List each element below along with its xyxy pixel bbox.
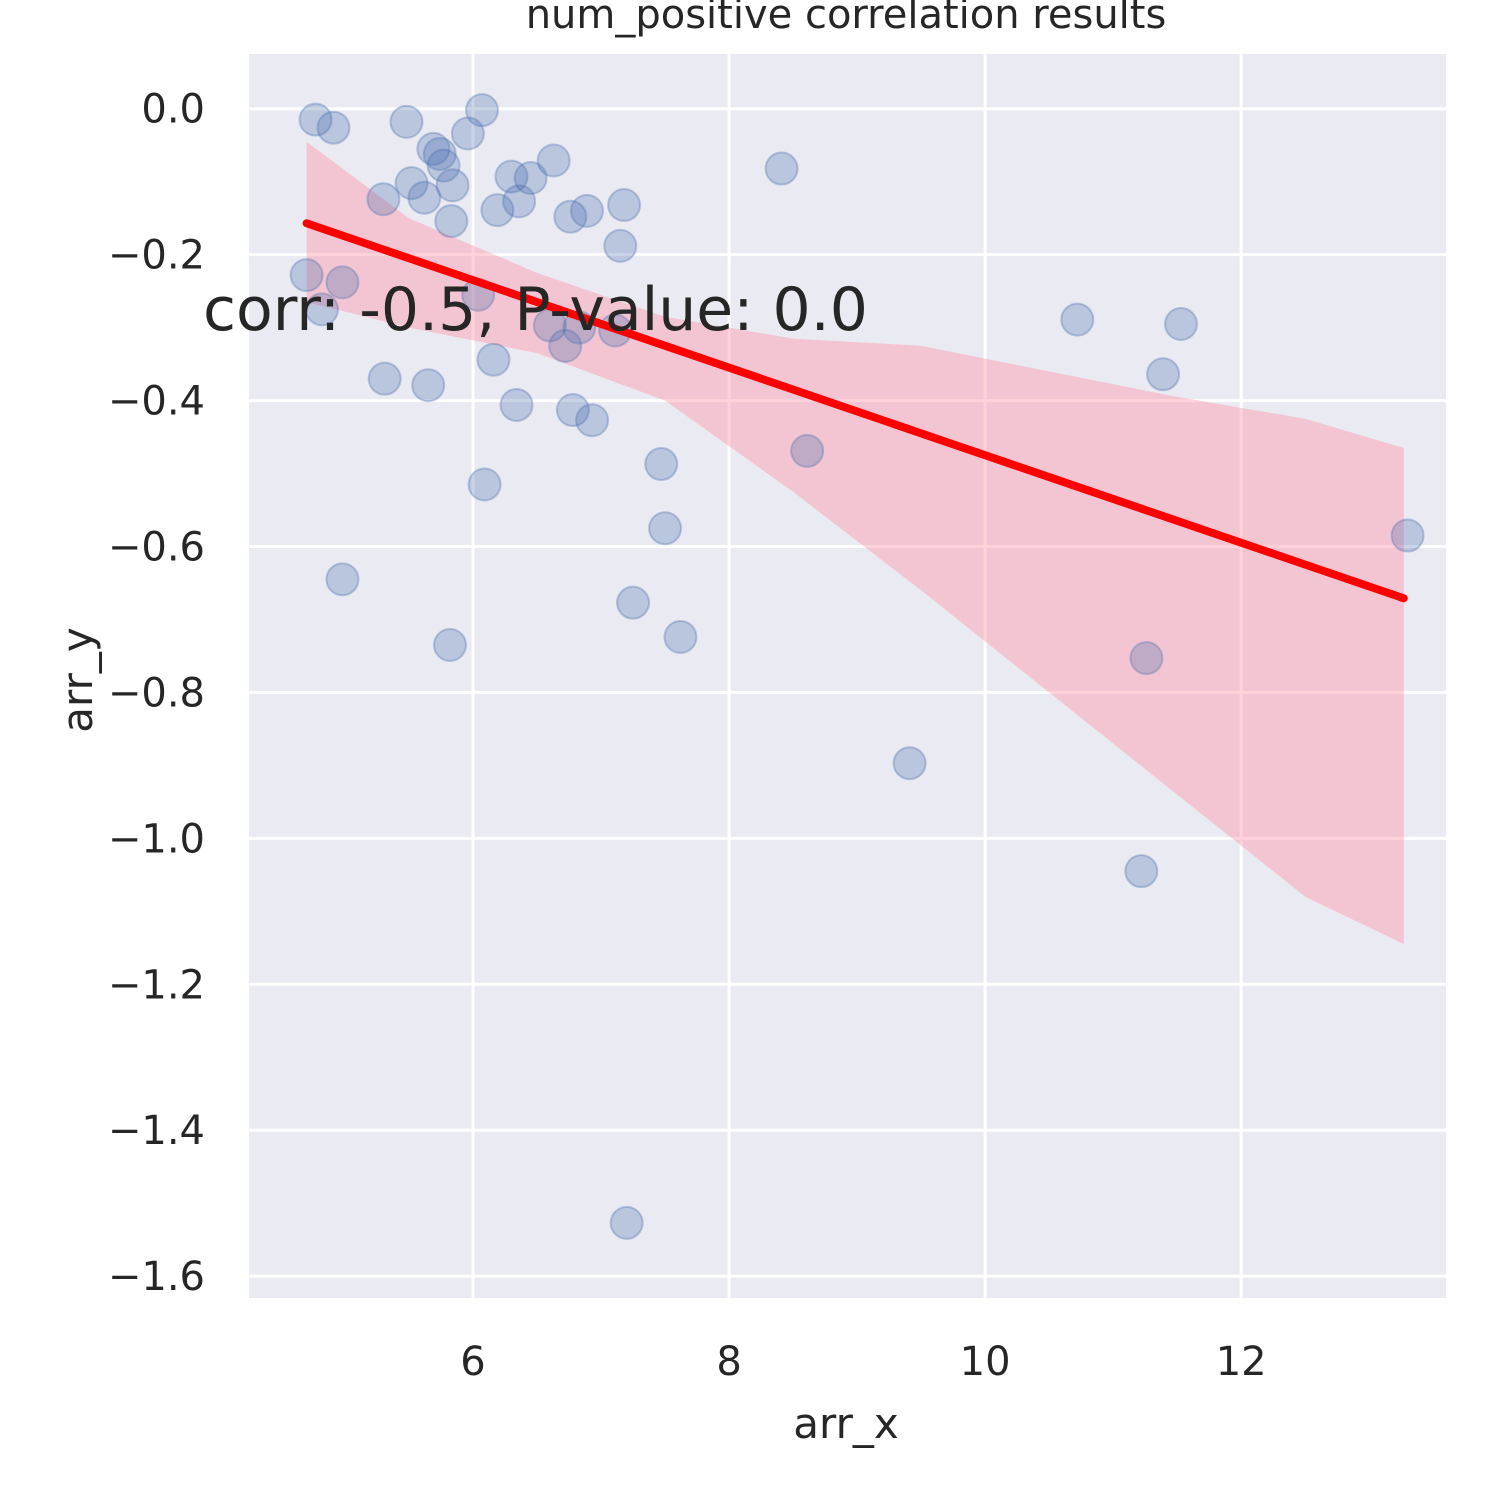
scatter-point: [663, 619, 698, 654]
scatter-point: [1124, 854, 1159, 889]
scatter-point: [407, 180, 442, 215]
y-tick-label: −0.6: [108, 524, 205, 570]
chart-title: num_positive correlation results: [526, 0, 1167, 38]
scatter-point: [607, 188, 642, 223]
regression-line-layer: [302, 219, 1408, 603]
scatter-point: [367, 361, 402, 396]
y-tick-label: −1.4: [108, 1108, 205, 1154]
scatter-point: [616, 585, 651, 620]
scatter-point: [298, 102, 333, 137]
scatter-points: [289, 93, 1425, 1240]
scatter-point: [1060, 302, 1095, 337]
scatter-point: [325, 265, 360, 300]
correlation-annotation: corr: -0.5, P-value: 0.0: [203, 275, 868, 345]
scatter-point: [432, 627, 467, 662]
scatter-point: [426, 148, 461, 183]
x-tick-label: 10: [960, 1339, 1011, 1385]
scatter-point: [575, 403, 610, 438]
y-tick-label: −0.2: [108, 233, 205, 279]
scatter-point: [434, 204, 469, 239]
y-axis-label: arr_y: [53, 627, 102, 732]
scatter-point: [644, 447, 679, 482]
y-tick-label: −0.4: [108, 379, 205, 425]
scatter-point: [790, 433, 825, 468]
scatter-point: [304, 292, 339, 327]
scatter-point: [325, 562, 360, 597]
scatter-point: [1163, 306, 1198, 341]
y-tick-label: −0.8: [108, 670, 205, 716]
scatter-point: [553, 199, 588, 234]
y-tick-label: −1.0: [108, 816, 205, 862]
scatter-point: [1390, 518, 1425, 553]
x-tick-label: 8: [716, 1339, 741, 1385]
scatter-point: [603, 228, 638, 263]
x-axis-label: arr_x: [793, 1399, 898, 1448]
x-tick-labels: 6 8 10 12: [460, 1339, 1266, 1385]
scatter-point: [494, 159, 529, 194]
scatter-point: [416, 131, 451, 166]
scatter-point: [764, 151, 799, 186]
scatter-point: [435, 168, 470, 203]
scatter-point: [513, 161, 548, 196]
scatter-point: [464, 93, 499, 128]
regression-line: [302, 219, 1408, 603]
scatter-point: [394, 166, 429, 201]
confidence-band: [306, 141, 1404, 945]
scatter-point: [467, 467, 502, 502]
scatter-point: [648, 511, 683, 546]
scatter-point: [499, 387, 534, 422]
scatter-point: [450, 116, 485, 151]
scatter-point: [366, 182, 401, 217]
scatter-point: [1146, 357, 1181, 392]
y-tick-label: −1.6: [108, 1254, 205, 1300]
x-tick-label: 6: [460, 1339, 485, 1385]
y-tick-label: −1.2: [108, 962, 205, 1008]
scatter-point: [502, 184, 537, 219]
scatter-point: [609, 1205, 644, 1240]
scatter-point: [476, 342, 511, 377]
scatter-point: [389, 104, 424, 139]
scatter-point: [536, 143, 571, 178]
x-tick-label: 12: [1216, 1339, 1267, 1385]
scatter-point: [480, 193, 515, 228]
scatter-point: [548, 328, 583, 363]
y-tick-label: 0.0: [141, 87, 205, 133]
scatter-point: [569, 193, 604, 228]
confidence-band-layer: [306, 141, 1404, 945]
plot-area: [249, 54, 1446, 1298]
scatter-point: [316, 110, 351, 145]
scatter-point: [411, 368, 446, 403]
scatter-point: [289, 258, 324, 293]
scatter-point: [555, 393, 590, 428]
scatter-point: [422, 136, 457, 171]
scatter-point: [892, 746, 927, 781]
y-tick-labels: 0.0 −0.2 −0.4 −0.6 −0.8 −1.0 −1.2 −1.4 −1.6: [108, 87, 205, 1300]
scatter-point: [1129, 641, 1164, 676]
